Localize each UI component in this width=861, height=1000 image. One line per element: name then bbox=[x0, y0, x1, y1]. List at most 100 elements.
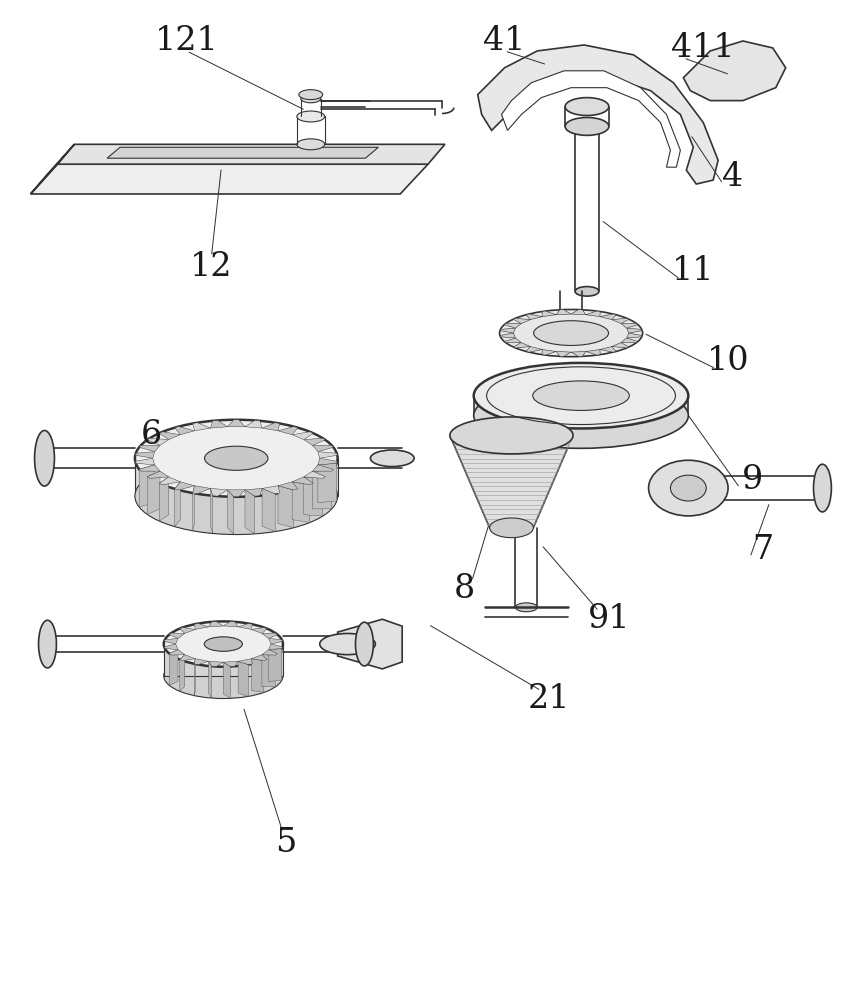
Polygon shape bbox=[238, 659, 252, 665]
Polygon shape bbox=[500, 328, 516, 333]
Polygon shape bbox=[505, 338, 521, 343]
Polygon shape bbox=[223, 622, 238, 627]
Polygon shape bbox=[159, 477, 181, 485]
Polygon shape bbox=[600, 314, 616, 320]
Polygon shape bbox=[193, 486, 195, 531]
Polygon shape bbox=[262, 633, 277, 638]
Polygon shape bbox=[135, 458, 155, 465]
Polygon shape bbox=[135, 452, 155, 458]
Polygon shape bbox=[262, 650, 277, 655]
Ellipse shape bbox=[297, 139, 325, 150]
Polygon shape bbox=[684, 41, 786, 101]
Text: 10: 10 bbox=[707, 345, 749, 377]
Ellipse shape bbox=[299, 90, 323, 100]
Ellipse shape bbox=[499, 309, 642, 357]
Polygon shape bbox=[556, 310, 571, 315]
Polygon shape bbox=[227, 420, 245, 427]
Text: 7: 7 bbox=[753, 534, 773, 566]
Polygon shape bbox=[147, 438, 169, 445]
Polygon shape bbox=[542, 311, 556, 317]
Ellipse shape bbox=[356, 622, 374, 666]
Ellipse shape bbox=[135, 458, 338, 535]
Ellipse shape bbox=[648, 460, 728, 516]
Polygon shape bbox=[542, 350, 556, 355]
Polygon shape bbox=[223, 661, 238, 667]
Polygon shape bbox=[556, 351, 571, 357]
Ellipse shape bbox=[516, 603, 537, 612]
Text: 12: 12 bbox=[190, 251, 232, 283]
Polygon shape bbox=[318, 463, 337, 503]
Polygon shape bbox=[208, 622, 223, 627]
Text: 8: 8 bbox=[454, 573, 475, 605]
Polygon shape bbox=[621, 323, 638, 328]
Polygon shape bbox=[195, 659, 208, 665]
Ellipse shape bbox=[565, 117, 609, 135]
Polygon shape bbox=[135, 458, 338, 496]
Polygon shape bbox=[210, 488, 227, 496]
Polygon shape bbox=[58, 144, 445, 164]
Polygon shape bbox=[31, 144, 74, 194]
Ellipse shape bbox=[34, 430, 54, 486]
Polygon shape bbox=[195, 624, 208, 629]
Polygon shape bbox=[313, 445, 333, 452]
Ellipse shape bbox=[534, 321, 609, 345]
Polygon shape bbox=[139, 465, 160, 471]
Text: 4: 4 bbox=[722, 161, 744, 193]
Polygon shape bbox=[251, 659, 263, 692]
Polygon shape bbox=[304, 477, 323, 516]
Ellipse shape bbox=[533, 381, 629, 410]
Text: 9: 9 bbox=[742, 464, 764, 496]
Polygon shape bbox=[159, 477, 169, 521]
Polygon shape bbox=[304, 438, 325, 445]
Ellipse shape bbox=[474, 383, 688, 448]
Polygon shape bbox=[292, 482, 310, 523]
Polygon shape bbox=[292, 432, 313, 440]
Ellipse shape bbox=[575, 287, 599, 296]
Polygon shape bbox=[586, 350, 600, 355]
Polygon shape bbox=[159, 432, 181, 440]
Polygon shape bbox=[338, 619, 402, 669]
Ellipse shape bbox=[671, 475, 706, 501]
Polygon shape bbox=[627, 328, 642, 333]
Polygon shape bbox=[238, 661, 248, 696]
Polygon shape bbox=[278, 427, 298, 435]
Polygon shape bbox=[251, 627, 267, 633]
Polygon shape bbox=[238, 624, 252, 629]
Polygon shape bbox=[210, 488, 213, 533]
Polygon shape bbox=[612, 343, 629, 348]
Polygon shape bbox=[318, 452, 338, 458]
Polygon shape bbox=[513, 343, 530, 348]
Ellipse shape bbox=[450, 417, 573, 454]
Polygon shape bbox=[500, 333, 516, 338]
Polygon shape bbox=[304, 471, 325, 478]
Polygon shape bbox=[180, 655, 185, 691]
Polygon shape bbox=[526, 347, 542, 352]
Polygon shape bbox=[474, 396, 688, 416]
Polygon shape bbox=[318, 458, 338, 465]
Polygon shape bbox=[478, 45, 718, 184]
Polygon shape bbox=[245, 490, 255, 534]
Text: 11: 11 bbox=[672, 255, 715, 287]
Polygon shape bbox=[505, 323, 521, 328]
Polygon shape bbox=[245, 420, 262, 428]
Polygon shape bbox=[245, 488, 262, 496]
Polygon shape bbox=[227, 490, 233, 535]
Polygon shape bbox=[170, 650, 185, 655]
Polygon shape bbox=[269, 648, 282, 681]
Ellipse shape bbox=[135, 420, 338, 497]
Polygon shape bbox=[278, 486, 294, 528]
Polygon shape bbox=[502, 71, 680, 167]
Polygon shape bbox=[139, 445, 160, 452]
Polygon shape bbox=[621, 338, 638, 343]
Text: 411: 411 bbox=[672, 32, 735, 64]
Polygon shape bbox=[600, 347, 616, 352]
Polygon shape bbox=[262, 486, 280, 494]
Ellipse shape bbox=[164, 621, 283, 667]
Polygon shape bbox=[450, 435, 573, 528]
Polygon shape bbox=[164, 638, 178, 644]
Polygon shape bbox=[210, 420, 227, 428]
Ellipse shape bbox=[300, 94, 320, 103]
Ellipse shape bbox=[490, 518, 533, 538]
Ellipse shape bbox=[204, 637, 243, 651]
Polygon shape bbox=[193, 423, 210, 431]
